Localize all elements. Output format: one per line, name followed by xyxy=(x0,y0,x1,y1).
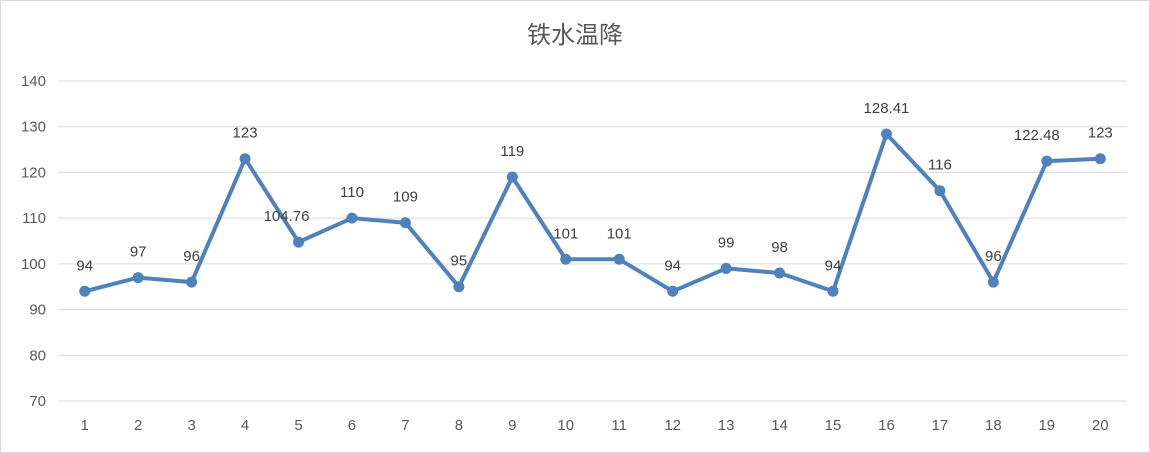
data-labels: 94 97 96 123 104.76 110 109 95 119 101 101 94 99 98 94… xyxy=(76,100,1112,274)
data-label: 94 xyxy=(825,257,842,274)
y-tick-label: 70 xyxy=(29,393,46,410)
data-point xyxy=(1041,155,1053,167)
data-point xyxy=(132,272,144,284)
x-tick-label: 14 xyxy=(771,417,788,434)
x-axis-ticks: 1 2 3 4 5 6 7 8 9 10 11 12 13 14 15 16 17 18 19 20 xyxy=(81,417,1109,434)
data-point xyxy=(186,276,198,288)
data-point xyxy=(399,217,411,229)
data-label: 123 xyxy=(1088,125,1113,142)
x-tick-label: 8 xyxy=(455,417,463,434)
data-point xyxy=(239,153,251,165)
data-label: 96 xyxy=(985,248,1002,265)
y-tick-label: 120 xyxy=(21,164,46,181)
y-tick-label: 80 xyxy=(29,347,46,364)
x-tick-label: 12 xyxy=(664,417,681,434)
x-tick-label: 17 xyxy=(932,417,949,434)
data-label: 109 xyxy=(393,189,418,206)
data-point xyxy=(934,185,946,197)
data-point xyxy=(720,262,732,274)
data-point xyxy=(880,128,892,140)
data-point xyxy=(987,276,999,288)
data-label: 99 xyxy=(718,234,735,251)
x-tick-label: 18 xyxy=(985,417,1002,434)
x-tick-label: 16 xyxy=(878,417,895,434)
y-tick-label: 140 xyxy=(21,73,46,90)
x-tick-label: 5 xyxy=(294,417,302,434)
data-point xyxy=(453,281,465,293)
x-tick-label: 4 xyxy=(241,417,249,434)
data-label: 122.48 xyxy=(1014,127,1060,144)
x-tick-label: 13 xyxy=(718,417,735,434)
data-label: 104.76 xyxy=(264,208,310,225)
data-point xyxy=(560,253,572,265)
data-point xyxy=(506,171,518,183)
y-axis-ticks: 70 80 90 100 110 120 130 140 xyxy=(21,73,46,410)
data-point xyxy=(346,212,358,224)
data-label: 123 xyxy=(233,125,258,142)
x-tick-label: 6 xyxy=(348,417,356,434)
series-line xyxy=(82,131,1103,294)
x-tick-label: 9 xyxy=(508,417,516,434)
y-tick-label: 110 xyxy=(22,210,46,227)
data-label: 94 xyxy=(664,257,681,274)
data-label: 119 xyxy=(500,143,524,160)
data-label: 97 xyxy=(130,244,147,261)
data-label: 101 xyxy=(553,225,578,242)
data-label: 98 xyxy=(771,239,788,256)
data-point xyxy=(293,236,305,248)
data-point xyxy=(613,253,625,265)
gridlines xyxy=(58,80,1127,402)
x-tick-label: 19 xyxy=(1038,417,1055,434)
x-tick-label: 15 xyxy=(825,417,842,434)
data-label: 96 xyxy=(183,248,200,265)
data-label: 110 xyxy=(340,184,364,201)
x-tick-label: 7 xyxy=(401,417,409,434)
y-tick-label: 130 xyxy=(21,119,46,136)
x-tick-label: 1 xyxy=(81,417,89,434)
y-tick-label: 100 xyxy=(21,256,46,273)
x-tick-label: 2 xyxy=(134,417,142,434)
data-label: 116 xyxy=(928,157,952,174)
data-point xyxy=(79,285,91,297)
data-label: 128.41 xyxy=(864,100,910,117)
data-point xyxy=(1094,153,1106,165)
series-layer xyxy=(79,128,1106,297)
data-point xyxy=(827,285,839,297)
data-point xyxy=(667,285,679,297)
x-tick-label: 10 xyxy=(557,417,574,434)
x-tick-label: 3 xyxy=(187,417,195,434)
x-tick-label: 20 xyxy=(1092,417,1109,434)
data-label: 94 xyxy=(76,257,93,274)
chart-title: 铁水温降 xyxy=(527,21,623,49)
y-tick-label: 90 xyxy=(29,302,46,319)
data-point xyxy=(774,267,786,279)
x-tick-label: 11 xyxy=(611,417,627,434)
data-label: 101 xyxy=(607,225,632,242)
data-label: 95 xyxy=(451,253,468,270)
